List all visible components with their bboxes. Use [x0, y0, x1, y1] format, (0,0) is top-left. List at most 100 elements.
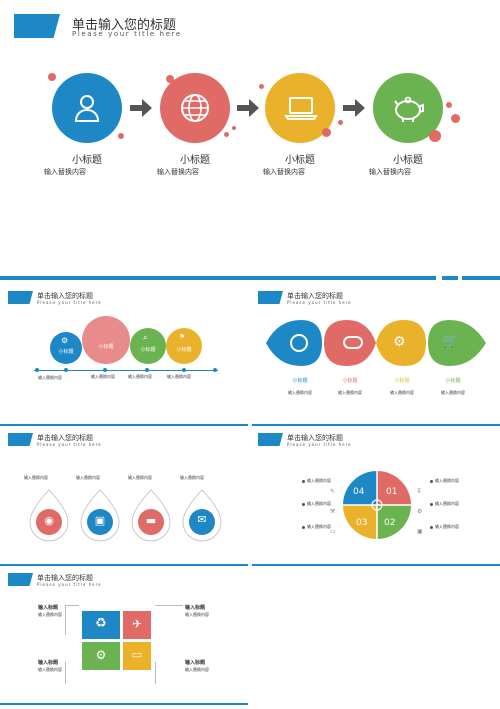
battery-icon: ▭	[330, 528, 336, 535]
magnifier-icon: ⌕	[143, 333, 148, 342]
gear-icon: ⚙	[61, 336, 69, 345]
bubble-label: 小标题	[98, 344, 114, 350]
decor-dot	[166, 75, 174, 83]
slide-4: 单击输入您的标题 Please your title here 输入替换内容 输…	[0, 428, 248, 564]
chat-bubble-icon	[343, 336, 363, 349]
leaf-heading: 小标题	[342, 378, 358, 384]
bubble-label: 小标题	[140, 347, 156, 353]
leaf-heading: 小标题	[394, 378, 410, 384]
timeline-dot	[145, 368, 149, 372]
bubble-green	[130, 328, 166, 364]
timeline-dot	[103, 368, 107, 372]
drop-outlines	[29, 489, 222, 542]
side-text: 输入替换内容	[307, 501, 331, 506]
slide-title: 单击输入您的标题	[37, 574, 93, 582]
camera-icon: ▣	[417, 528, 423, 535]
header-accent	[8, 433, 33, 446]
mail-icon: ✉	[197, 513, 207, 526]
slide-divider	[252, 424, 500, 426]
wrench-icon: ⚒	[330, 508, 336, 515]
slide-subtitle: Please your title here	[37, 300, 102, 305]
bullet-dot	[430, 526, 433, 529]
bullet-dot	[302, 526, 305, 529]
gear-phone-icon: ⚙	[393, 334, 406, 350]
side-text: 输入替换内容	[435, 524, 459, 529]
pencil-icon: ✎	[330, 488, 336, 495]
timeline-text: 输入替换内容	[167, 374, 191, 379]
slide-subtitle: Please your title here	[287, 442, 352, 447]
bubble-label: 小标题	[176, 347, 192, 353]
quadrant-label: 03	[356, 518, 368, 528]
step-heading: 小标题	[72, 155, 102, 166]
slide-subtitle: Please your title here	[37, 582, 102, 587]
bubble-label: 小标题	[58, 349, 74, 355]
car-icon: ▬	[145, 514, 157, 527]
drop-text: 输入替换内容	[76, 475, 100, 480]
slide-2: 单击输入您的标题 Please your title here ⚙ 小标题 小标…	[0, 284, 248, 424]
decor-dot	[451, 114, 460, 123]
decor-dot	[232, 126, 236, 130]
step-heading: 小标题	[285, 155, 315, 166]
bullet-dot	[430, 503, 433, 506]
step-text: 输入替换内容	[263, 168, 305, 176]
slide-subtitle: Please your title here	[287, 300, 352, 305]
side-text: 输入替换内容	[307, 524, 331, 529]
quadrant-label: 04	[353, 487, 365, 497]
connector-line	[65, 605, 79, 606]
timeline-dot	[64, 368, 68, 372]
slide-divider	[252, 564, 500, 566]
tile-screen	[123, 642, 151, 670]
bubble-yellow	[166, 328, 202, 364]
quadrant-circle	[342, 470, 412, 540]
bullet-dot	[302, 503, 305, 506]
decor-dot	[48, 73, 56, 81]
settings-icon: ⚙	[417, 508, 423, 515]
header-accent	[258, 433, 283, 446]
laptop-icon	[284, 97, 318, 120]
header-accent	[14, 14, 60, 38]
side-text: 输入替换内容	[307, 478, 331, 483]
step-text: 输入替换内容	[369, 168, 411, 176]
slide-title: 单击输入您的标题	[287, 434, 343, 442]
tile-gears	[82, 642, 120, 670]
connector-line	[155, 662, 156, 684]
screen-icon: ▭	[131, 648, 143, 661]
block-text: 输入替换内容	[185, 667, 209, 672]
slide-subtitle: Please your title here	[37, 442, 102, 447]
user-icon	[74, 95, 100, 122]
quadrant-label: 01	[386, 487, 398, 497]
drop-circle-red	[36, 509, 62, 535]
block-heading: 输入标题	[185, 605, 206, 611]
piggy-bank-icon	[394, 96, 424, 122]
tile-recycle	[82, 611, 120, 639]
leaf-text: 输入替换内容	[390, 390, 414, 395]
runner-icon: ✈	[131, 617, 143, 631]
slide-divider	[0, 564, 248, 566]
cart-icon: 🛒	[442, 334, 459, 349]
slide-title: 单击输入您的标题	[72, 18, 177, 33]
slide-title: 单击输入您的标题	[37, 292, 93, 300]
bubble-blue	[50, 332, 82, 364]
leaf-text: 输入替换内容	[338, 390, 362, 395]
divider-notch	[458, 276, 462, 280]
slide-title: 单击输入您的标题	[287, 292, 343, 300]
header-accent	[8, 573, 33, 586]
timeline-dot	[35, 368, 39, 372]
drop-circle-red	[138, 509, 164, 535]
slide-3: 单击输入您的标题 Please your title here ⚙ 🛒 小标题 …	[252, 284, 500, 424]
timeline-text: 输入替换内容	[128, 374, 152, 379]
bullet-dot	[302, 480, 305, 483]
slide-subtitle: Please your title here	[72, 30, 182, 38]
arrow-right-icon	[130, 99, 152, 117]
arrow-right-icon	[343, 99, 365, 117]
leaf-text: 输入替换内容	[288, 390, 312, 395]
bullet-dot	[430, 480, 433, 483]
decor-dot	[224, 132, 229, 137]
connector-line	[65, 662, 66, 684]
block-text: 输入替换内容	[185, 612, 209, 617]
header-accent	[8, 291, 33, 304]
slide-5: 单击输入您的标题 Please your title here 04 01 03…	[252, 428, 500, 564]
step-text: 输入替换内容	[157, 168, 199, 176]
header-accent	[258, 291, 283, 304]
decor-dot	[259, 84, 264, 89]
